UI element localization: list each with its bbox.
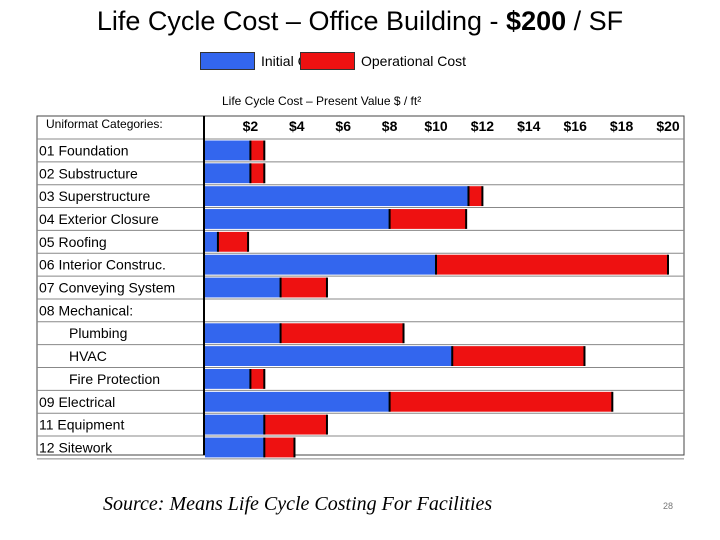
- bar-operational-cost: [280, 277, 327, 298]
- bar-initial-cost: [205, 163, 251, 184]
- bar-operational-cost: [250, 369, 265, 389]
- category-label: 08 Mechanical:: [39, 302, 133, 318]
- legend-swatch-initial: [200, 52, 255, 70]
- tick-label: $10: [424, 118, 448, 134]
- bar-operational-cost: [389, 209, 467, 229]
- tick-label: $18: [610, 118, 634, 134]
- bar-initial-cost: [205, 231, 218, 252]
- bar-operational-cost: [264, 437, 295, 458]
- bar-operational-cost: [250, 140, 265, 161]
- category-label: 09 Electrical: [39, 394, 115, 410]
- category-label: 11 Equipment: [39, 417, 124, 433]
- tick-label: $8: [382, 118, 398, 134]
- legend-operational-cost: Operational Cost: [300, 51, 466, 71]
- category-label: 03 Superstructure: [39, 188, 150, 204]
- category-label: 02 Substructure: [39, 165, 138, 181]
- category-label: 12 Sitework: [39, 439, 113, 455]
- category-label: 05 Roofing: [39, 234, 107, 250]
- page-number: 28: [663, 501, 674, 511]
- bar-initial-cost: [205, 369, 251, 389]
- bar-initial-cost: [205, 414, 265, 435]
- slide-title: Life Cycle Cost – Office Building - $200…: [96, 6, 624, 36]
- category-label: Fire Protection: [69, 371, 160, 387]
- bar-operational-cost: [280, 323, 404, 344]
- bar-initial-cost: [205, 323, 281, 344]
- source-citation: Source: Means Life Cycle Costing For Fac…: [103, 493, 493, 515]
- tick-label: $14: [517, 118, 541, 134]
- bar-operational-cost: [250, 163, 265, 184]
- axis-header: Uniformat Categories:: [46, 117, 163, 131]
- tick-label: $6: [335, 118, 351, 134]
- bar-operational-cost: [452, 346, 585, 366]
- tick-label: $4: [289, 118, 305, 134]
- bar-initial-cost: [205, 140, 251, 161]
- bar-operational-cost: [468, 186, 483, 207]
- category-label: HVAC: [69, 348, 107, 364]
- category-label: Plumbing: [69, 325, 127, 341]
- bar-operational-cost: [436, 254, 668, 275]
- category-label: 07 Conveying System: [39, 280, 175, 296]
- bar-initial-cost: [205, 209, 390, 229]
- tick-label: $20: [656, 118, 680, 134]
- bar-initial-cost: [205, 437, 265, 458]
- legend-label-operational: Operational Cost: [361, 53, 467, 69]
- tick-label: $16: [564, 118, 588, 134]
- category-label: 06 Interior Construc.: [39, 257, 166, 273]
- bar-initial-cost: [205, 277, 281, 298]
- chart-title: Life Cycle Cost – Present Value $ / ft²: [222, 94, 422, 108]
- bar-initial-cost: [205, 346, 453, 366]
- bar-operational-cost: [217, 231, 249, 252]
- bar-operational-cost: [264, 414, 327, 435]
- bar-operational-cost: [389, 391, 613, 412]
- category-label: 04 Exterior Closure: [39, 211, 159, 227]
- category-label: 01 Foundation: [39, 142, 129, 158]
- bar-initial-cost: [205, 391, 390, 412]
- tick-label: $12: [471, 118, 495, 134]
- legend-swatch-operational: [300, 52, 355, 70]
- bar-initial-cost: [205, 254, 436, 275]
- tick-label: $2: [243, 118, 259, 134]
- bar-initial-cost: [205, 186, 469, 207]
